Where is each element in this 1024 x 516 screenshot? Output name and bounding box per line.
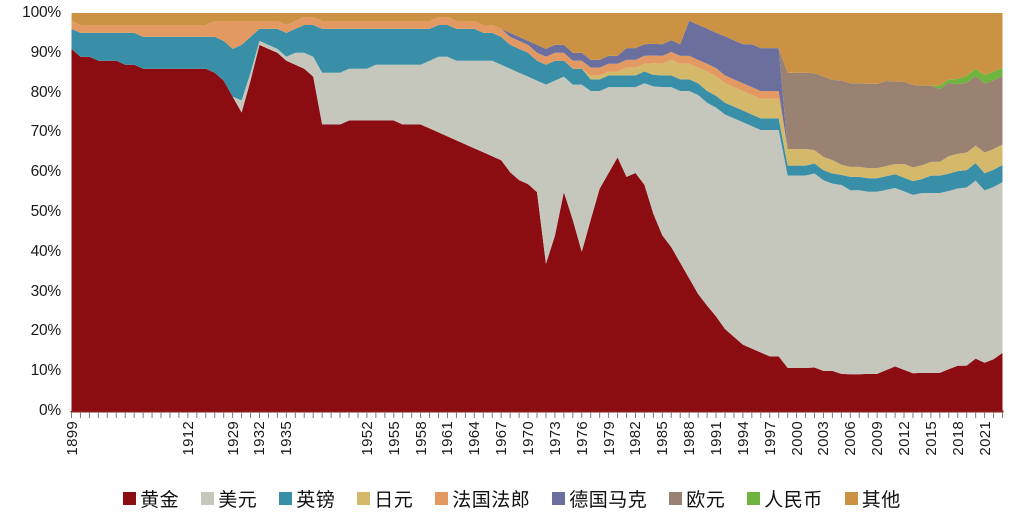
y-axis-tick-label: 40% [30,242,62,260]
legend-item[interactable]: 法国法郎 [435,485,530,512]
x-axis-tick-label: 1929 [224,421,242,456]
x-axis-tick-label: 1973 [546,421,564,456]
x-axis-tick-label: 1991 [708,421,726,456]
legend-label: 美元 [218,489,258,511]
legend-swatch-icon [435,491,449,505]
legend-swatch-icon [552,491,566,505]
legend-swatch-icon [201,491,215,505]
x-axis-tick-label: 1967 [493,421,511,456]
x-axis-tick-label: 2015 [922,421,940,456]
legend-label: 英镑 [296,489,336,511]
x-axis-tick-label: 1994 [734,421,752,456]
x-axis-tick-label: 2012 [896,421,914,456]
chart-plot-area [70,13,1004,418]
legend-label: 其他 [861,489,901,511]
x-axis-tick-label: 2006 [842,421,860,456]
axis-lines-group [70,13,1004,418]
x-axis-tick-label: 1955 [385,421,403,456]
x-axis-tick-label: 1976 [573,421,591,456]
x-axis-tick-label: 1970 [520,421,538,456]
legend-item[interactable]: 其他 [844,485,901,512]
area-series-group [71,13,1003,412]
legend-item[interactable]: 黄金 [123,485,179,512]
x-axis-tick-label: 2003 [815,421,833,456]
x-axis-tick-label: 1912 [179,421,197,456]
x-axis-tick-label: 2021 [976,421,994,456]
legend-item[interactable]: 欧元 [669,485,725,512]
legend-swatch-icon [123,491,137,505]
y-axis-tick-label: 60% [30,163,62,181]
legend-swatch-icon [279,491,293,505]
area-series-3 [71,24,1003,195]
x-axis-tick-label: 1985 [654,421,672,456]
y-axis-tick-label: 0% [38,402,61,419]
x-axis-tick-label: 1899 [63,421,81,456]
legend-swatch-icon [747,491,761,505]
x-axis-tick-label: 2009 [869,421,887,456]
legend-swatch-icon [844,491,858,505]
legend-label: 法国法郎 [452,489,531,511]
x-axis-tick-label: 1932 [251,421,269,456]
legend-label: 黄金 [140,489,180,511]
x-axis-tick-label: 1964 [466,421,484,456]
x-axis-tick-label: 1979 [600,421,618,456]
legend-swatch-icon [669,491,683,505]
y-axis-tick-label: 20% [30,322,62,340]
x-axis-tick-label: 2000 [788,421,806,456]
legend-label: 德国马克 [569,489,648,511]
x-axis-tick-label: 1958 [412,421,430,456]
x-axis-tick-label: 1952 [358,421,376,456]
area-series-6 [71,16,1003,169]
legend-item[interactable]: 英镑 [279,485,335,512]
legend-label: 人民币 [764,489,823,511]
legend-item[interactable]: 人民币 [747,485,823,512]
y-axis-tick-label: 30% [30,282,62,300]
area-series-2 [71,40,1003,375]
y-axis-tick-label: 70% [30,123,62,141]
x-axis-tick-label: 1961 [439,421,457,456]
area-series-5 [71,16,1003,169]
x-axis-tick-label: 1982 [627,421,645,456]
y-axis-tick-label: 90% [30,43,62,61]
y-axis-tick-label: 100% [22,4,61,21]
y-axis-tick-label: 10% [30,362,62,380]
y-axis-tick-label: 50% [30,203,62,220]
x-axis-tick-label: 1935 [278,421,296,456]
area-series-1 [71,44,1003,412]
legend-swatch-icon [357,491,371,505]
area-series-9 [71,13,1003,86]
x-axis-tick-label: 2018 [949,421,967,456]
legend-item[interactable]: 美元 [201,485,257,512]
y-axis-tick-label: 80% [30,83,62,101]
x-axis-tick-label: 1988 [681,421,699,456]
x-axis-tick-label: 1997 [761,421,779,456]
chart-legend: 黄金 美元 英镑 日元 法国法郎 德国马克 欧元 人民币 其他 [0,480,1024,516]
legend-label: 日元 [374,489,414,511]
area-series-7 [71,16,1003,169]
legend-item[interactable]: 德国马克 [552,485,647,512]
legend-label: 欧元 [686,489,726,511]
legend-item[interactable]: 日元 [357,485,413,512]
